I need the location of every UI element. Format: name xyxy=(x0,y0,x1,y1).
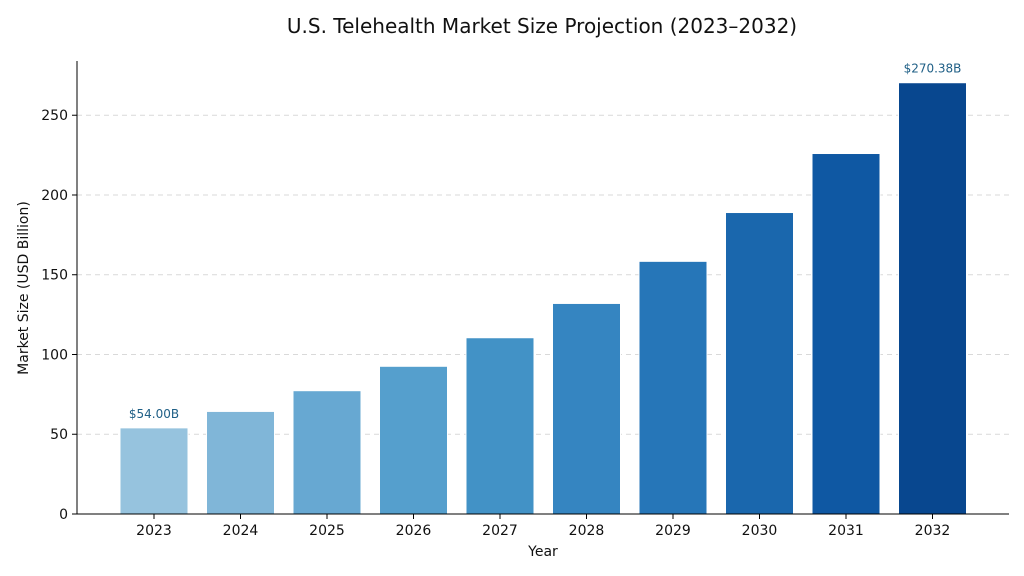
x-ticks: 2023 2024 2025 2026 2027 2028 2029 2030 2031 2032 xyxy=(136,514,950,539)
y-axis-title: Market Size (USD Billion) xyxy=(16,201,32,375)
bar-value-label: $270.38B xyxy=(904,62,962,76)
bar-value-label: $54.00B xyxy=(129,407,179,421)
bar-2029 xyxy=(638,260,708,515)
bar-2031 xyxy=(811,153,881,515)
x-axis-title: Year xyxy=(527,544,558,560)
axes xyxy=(76,61,1009,515)
x-tick-label: 2031 xyxy=(828,523,864,539)
chart-title: U.S. Telehealth Market Size Projection (… xyxy=(287,14,797,38)
bar-2024 xyxy=(206,410,275,515)
bar-2023 xyxy=(119,427,189,515)
bar-2030 xyxy=(725,212,794,515)
x-tick-label: 2025 xyxy=(309,523,345,539)
y-tick-label: 150 xyxy=(41,268,68,284)
y-tick-label: 250 xyxy=(41,108,68,124)
y-tick-label: 50 xyxy=(50,427,68,443)
bar-2027 xyxy=(465,337,535,515)
bar-2025 xyxy=(292,390,362,515)
x-tick-label: 2024 xyxy=(223,523,259,539)
bar-2028 xyxy=(552,302,621,515)
x-tick-label: 2028 xyxy=(569,523,605,539)
y-tick-label: 0 xyxy=(59,507,68,523)
data-labels: $54.00B $270.38B xyxy=(129,62,962,421)
y-tick-label: 100 xyxy=(41,347,68,363)
x-tick-label: 2027 xyxy=(482,523,518,539)
y-ticks: 0 50 100 150 200 250 xyxy=(41,108,77,523)
x-tick-label: 2032 xyxy=(915,523,951,539)
x-tick-label: 2029 xyxy=(655,523,691,539)
x-tick-label: 2023 xyxy=(136,523,172,539)
y-tick-label: 200 xyxy=(41,188,68,204)
bar-2026 xyxy=(379,365,448,515)
bars xyxy=(119,82,967,515)
x-tick-label: 2026 xyxy=(396,523,432,539)
x-tick-label: 2030 xyxy=(742,523,778,539)
bar-2032 xyxy=(898,82,967,515)
